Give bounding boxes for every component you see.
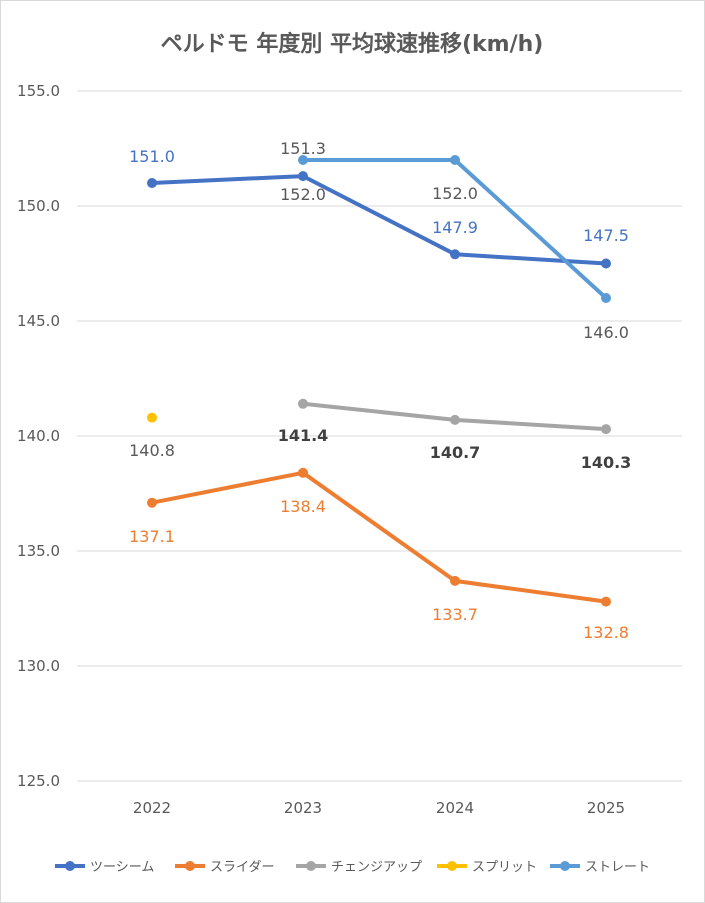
gridlines: [77, 90, 682, 782]
data-point: [601, 596, 611, 607]
y-tick-label: 125.0: [17, 772, 60, 790]
legend-label: ツーシーム: [90, 860, 154, 875]
data-label: 137.1: [129, 527, 175, 546]
series-group: [147, 155, 611, 607]
series-line: [150, 174, 608, 266]
data-point: [147, 497, 157, 508]
data-point: [601, 258, 611, 269]
x-tick-label: 2022: [133, 799, 171, 817]
data-point: [147, 412, 157, 423]
data-point: [450, 575, 460, 586]
data-label: 140.8: [129, 441, 175, 460]
x-axis: 2022 2023 2024 2025: [133, 799, 625, 817]
y-tick-label: 145.0: [17, 312, 60, 330]
legend-marker: [306, 861, 316, 871]
y-tick-label: 130.0: [17, 657, 60, 675]
y-tick-label: 135.0: [17, 542, 60, 560]
data-point: [298, 171, 308, 182]
data-label: 151.0: [129, 147, 175, 166]
data-label: 152.0: [280, 185, 326, 204]
data-label: 147.5: [583, 226, 629, 245]
legend-label: チェンジアップ: [331, 860, 422, 875]
data-label: 147.9: [432, 218, 478, 237]
x-tick-label: 2024: [436, 799, 474, 817]
data-label: 138.4: [280, 497, 326, 516]
legend-label: ストレート: [585, 860, 650, 875]
data-point: [298, 467, 308, 478]
data-label: 133.7: [432, 605, 478, 624]
data-label: 151.3: [280, 139, 326, 158]
series-line: [150, 470, 608, 604]
legend-label: スライダー: [210, 860, 274, 875]
chart-title: ペルドモ 年度別 平均球速推移(km/h): [161, 31, 544, 57]
data-point: [450, 249, 460, 260]
data-label: 140.7: [430, 443, 481, 462]
data-label: 132.8: [583, 623, 629, 642]
data-point: [450, 155, 460, 165]
data-label: 152.0: [432, 184, 478, 203]
y-tick-label: 140.0: [17, 427, 60, 445]
x-tick-label: 2023: [284, 799, 322, 817]
data-point: [298, 398, 308, 409]
data-point: [450, 414, 460, 425]
legend-marker: [185, 861, 195, 871]
data-label: 141.4: [278, 426, 329, 445]
legend-marker: [560, 861, 570, 871]
data-point: [601, 293, 611, 303]
legend-marker: [65, 861, 75, 871]
data-point: [147, 178, 157, 188]
data-label: 146.0: [583, 323, 629, 342]
data-point: [601, 424, 611, 435]
data-labels: 151.0 147.9 147.5 137.1 138.4 133.7 132.8 141.4…: [129, 139, 631, 642]
y-axis: 125.0 130.0 135.0 140.0 145.0 150.0 155.0: [17, 82, 60, 790]
y-tick-label: 155.0: [17, 82, 60, 100]
data-label: 140.3: [581, 453, 632, 472]
x-tick-label: 2025: [587, 799, 625, 817]
legend-marker: [447, 861, 457, 871]
y-tick-label: 150.0: [17, 197, 60, 215]
legend: ツーシーム スライダー チェンジアップ スプリット ストレート: [55, 860, 650, 875]
data-point: [298, 155, 308, 165]
legend-label: スプリット: [472, 860, 537, 875]
